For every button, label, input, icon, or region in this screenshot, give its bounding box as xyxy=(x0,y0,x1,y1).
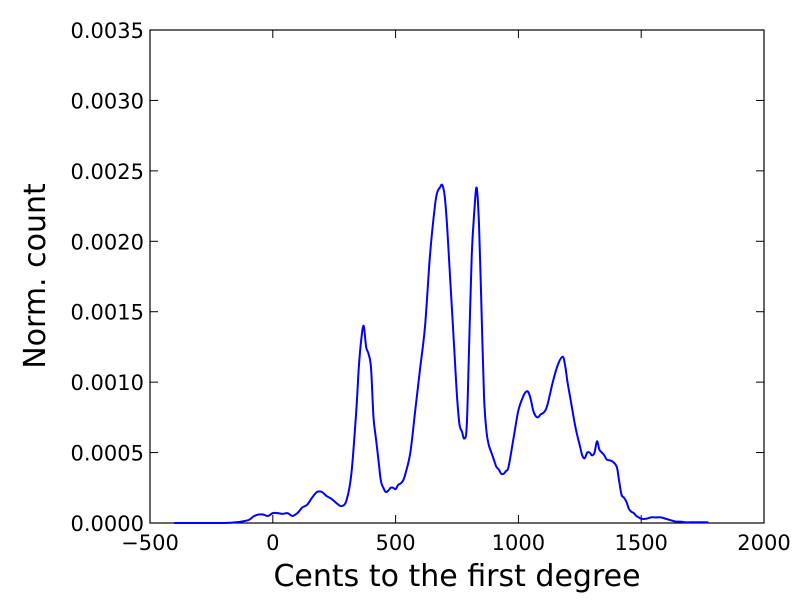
y-axis-label: Norm. count xyxy=(18,183,53,369)
x-tick-label: 0 xyxy=(266,531,279,555)
y-tick-label: 0.0005 xyxy=(71,442,144,466)
x-axis-label: Cents to the first degree xyxy=(273,559,640,594)
y-tick-label: 0.0000 xyxy=(71,512,144,536)
x-tick-label: 1500 xyxy=(614,531,667,555)
y-tick-label: 0.0035 xyxy=(71,19,144,43)
y-axis-ticks: 0.0000 0.0005 0.0010 0.0015 0.0020 0.0025 0.00… xyxy=(71,19,764,536)
series-line xyxy=(173,183,709,525)
x-tick-label: 500 xyxy=(376,531,416,555)
x-axis-ticks: −500 0 500 1000 1500 2000 xyxy=(121,30,791,555)
y-tick-label: 0.0030 xyxy=(71,89,144,113)
y-tick-label: 0.0010 xyxy=(71,371,144,395)
y-tick-label: 0.0025 xyxy=(71,160,144,184)
x-tick-label: 2000 xyxy=(737,531,790,555)
plot-area-frame xyxy=(149,29,765,524)
x-tick-label: −500 xyxy=(121,531,179,555)
y-tick-label: 0.0015 xyxy=(71,301,144,325)
x-tick-label: 1000 xyxy=(492,531,545,555)
y-tick-label: 0.0020 xyxy=(71,230,144,254)
